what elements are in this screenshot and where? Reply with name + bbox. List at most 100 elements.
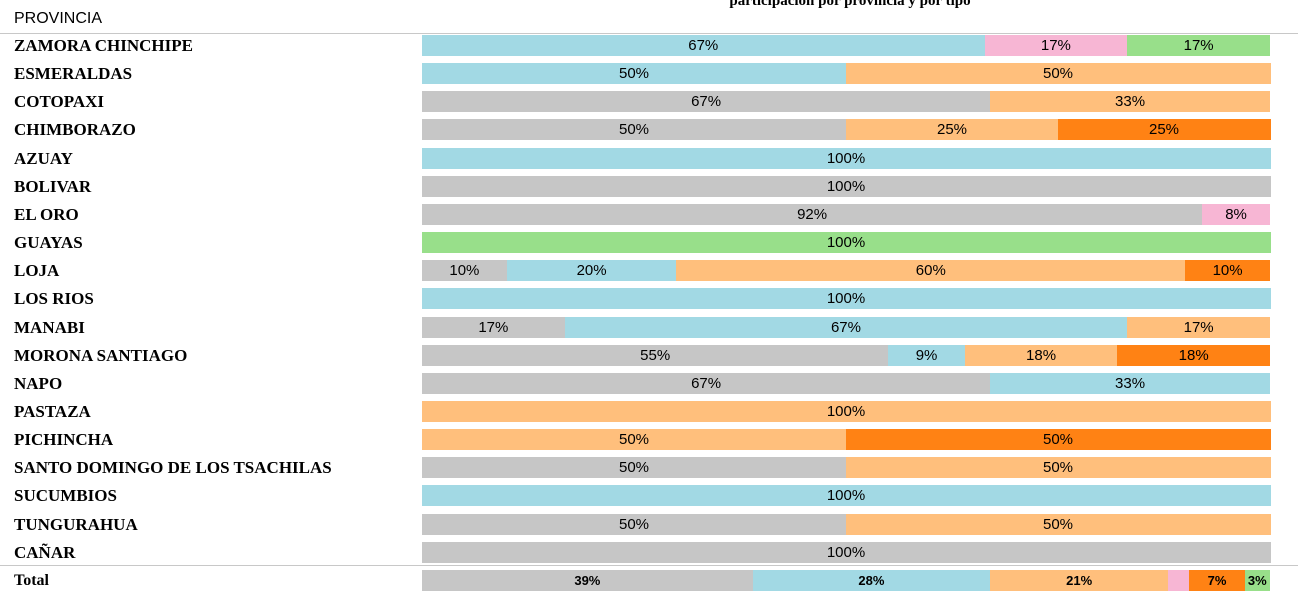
row-label-los-rios: LOS RIOS [14,289,94,309]
data-label: 17% [1040,37,1071,54]
data-label: 100% [826,402,866,420]
bar-segment [422,119,847,141]
data-label: 21% [1066,572,1093,588]
header-separator [0,33,1298,34]
bar-segment [1127,35,1271,56]
column-header-provincia: PROVINCIA [14,10,103,27]
row-label-chimborazo: CHIMBORAZO [14,120,136,140]
row-label-el-oro: EL ORO [14,204,79,224]
data-label: 50% [618,515,650,533]
bar-segment [422,203,1203,225]
row-label-zamora-chinchipe: ZAMORA CHINCHIPE [14,36,193,55]
bar-segment [422,457,847,479]
data-label: 18% [1026,346,1057,364]
data-label: 100% [826,149,866,167]
bar-segment [422,260,508,282]
data-label: 50% [618,459,650,477]
bar-segment [1189,569,1246,591]
data-label: 100% [826,290,866,308]
row-label-total: Total [14,571,49,589]
row-label-loja: LOJA [14,261,60,281]
data-label: 50% [1042,515,1074,533]
bar-segment [422,175,1271,197]
bar-segment [506,260,677,282]
bar-segment [846,119,1059,141]
data-label: 7% [1207,572,1227,588]
data-label: 50% [618,121,650,139]
row-label-tungurahua: TUNGURAHUA [14,514,138,534]
bar-segment [846,513,1271,535]
row-label-guayas: GUAYAS [14,233,83,253]
data-label: 10% [449,262,480,280]
bar-segment [422,372,991,394]
bar-segment [422,91,991,113]
data-label: 60% [915,262,946,280]
data-label: 20% [576,262,607,280]
row-label-pichincha: PICHINCHA [14,430,114,450]
data-label: 67% [830,318,861,336]
data-label: 67% [688,37,719,54]
data-label: 25% [936,121,968,139]
data-label: 25% [1148,121,1180,139]
bar-segment [422,400,1271,422]
bar-segment [422,288,1271,310]
row-label-santo-domingo-de-los-tsachilas: SANTO DOMINGO DE LOS TSACHILAS [14,458,332,478]
row-label-azuay: AZUAY [14,148,73,168]
bar-segment [422,147,1271,169]
data-label: 50% [1042,65,1074,83]
total-separator [0,565,1298,566]
data-label: 67% [691,374,722,392]
bar-segment [422,63,847,85]
data-label: 50% [618,431,650,449]
bar-segment [1168,569,1190,591]
bar-segment [888,344,966,366]
data-label: 100% [826,543,866,561]
bar-segment [422,344,889,366]
data-label: 100% [826,234,866,252]
data-label: 50% [1042,431,1074,449]
bar-segment [846,457,1271,479]
bar-segment [422,429,847,451]
data-label: 100% [826,487,866,505]
bar-segment [964,344,1118,366]
bar-segment [1185,260,1271,282]
bar-segment [422,569,754,591]
row-label-cañar: CAÑAR [14,542,76,562]
bar-segment [676,260,1186,282]
bar-segment [1058,119,1271,141]
bar-segment [422,232,1271,254]
data-label: 50% [618,65,650,83]
data-label: 100% [826,177,866,195]
chart-title: participación por provincia y por tipo [729,0,971,9]
bar-segment [990,569,1169,591]
row-label-cotopaxi: COTOPAXI [14,92,105,112]
data-label: 33% [1115,374,1146,392]
row-label-bolivar: BOLIVAR [14,176,92,196]
bar-segment [1117,344,1271,366]
row-label-esmeraldas: ESMERALDAS [14,64,133,84]
data-label: 18% [1178,346,1209,364]
bar-segment [752,569,991,591]
bar-segment [422,541,1271,563]
data-label: 39% [574,572,601,588]
data-label: 17% [1183,318,1214,336]
data-label: 55% [640,346,671,364]
bar-segment [984,35,1128,56]
bar-segment [564,316,1128,338]
bar-segment [990,372,1271,394]
row-label-morona-santiago: MORONA SANTIAGO [14,345,188,365]
data-label: 92% [797,205,828,223]
data-label: 17% [1183,37,1214,54]
bar-segment [422,485,1271,507]
bar-segment [422,35,986,56]
data-label: 50% [1042,459,1074,477]
row-label-sucumbios: SUCUMBIOS [14,486,117,506]
bar-segment [1202,203,1271,225]
data-label: 9% [915,346,938,364]
row-label-pastaza: PASTAZA [14,401,91,421]
data-label: 17% [478,318,509,336]
data-label: 10% [1212,262,1243,280]
bar-segment [990,91,1271,113]
data-label: 3% [1247,572,1267,588]
